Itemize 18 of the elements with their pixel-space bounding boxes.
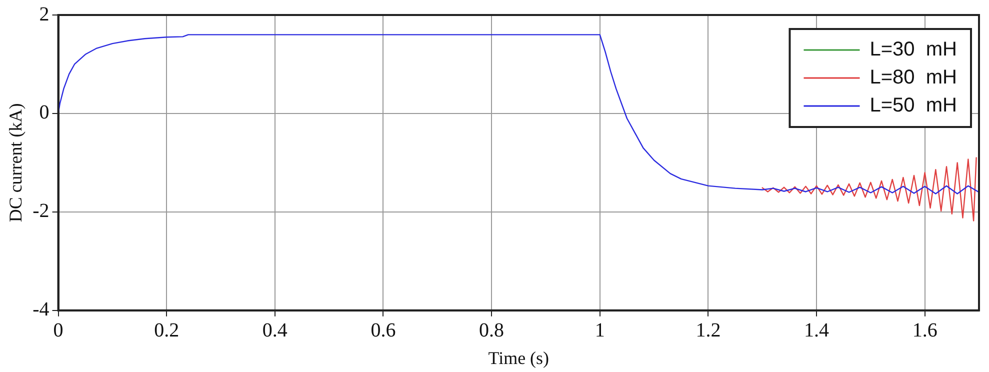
x-tick-label: 1: [594, 320, 605, 342]
x-axis-title: Time (s): [488, 348, 550, 368]
y-tick-label: -4: [32, 298, 50, 321]
x-tick-label: 0: [53, 320, 64, 342]
y-tick-label: 0: [39, 102, 50, 124]
legend-label: L=30 mH: [870, 38, 957, 61]
y-tick-label: -2: [32, 200, 50, 222]
y-axis-title: DC current (kA): [6, 103, 26, 222]
legend-label: L=80 mH: [870, 66, 957, 89]
legend-label: L=50 mH: [870, 94, 957, 117]
x-tick-label: 1.2: [696, 320, 721, 342]
x-tick-label: 0.6: [370, 320, 396, 342]
x-tick-label: 1.4: [804, 320, 830, 342]
y-tick-label: 2: [39, 3, 50, 26]
x-tick-label: 0.8: [479, 320, 504, 342]
x-tick-label: 0.2: [154, 320, 180, 342]
x-tick-label: 1.6: [912, 320, 938, 342]
x-tick-label: 0.4: [262, 320, 288, 342]
